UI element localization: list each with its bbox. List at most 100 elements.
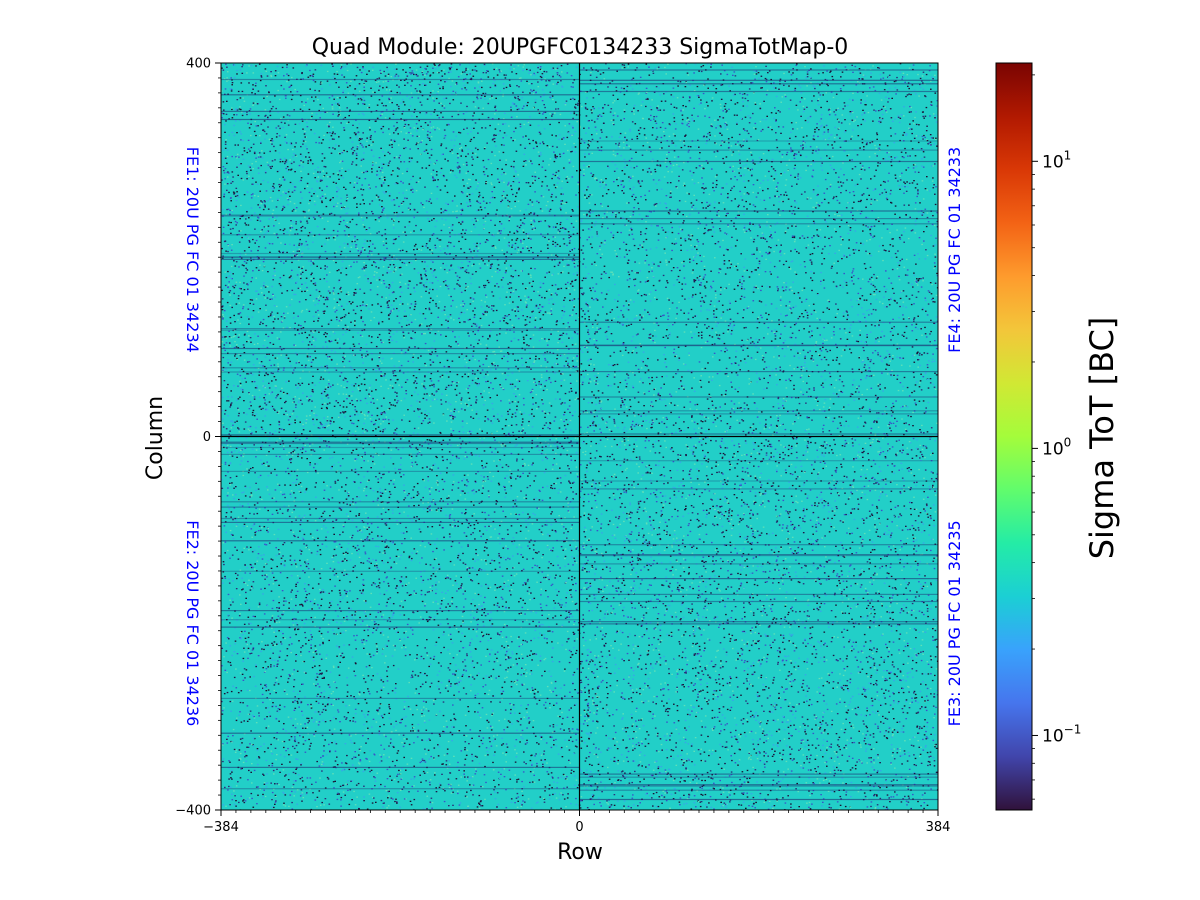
heatmap-cell: [287, 199, 290, 201]
heatmap-cell: [374, 262, 377, 264]
heatmap-cell: [456, 385, 458, 387]
heatmap-cell: [240, 257, 243, 259]
heatmap-cell: [297, 315, 299, 317]
heatmap-cell: [551, 68, 553, 70]
heatmap-cell: [221, 112, 224, 114]
heatmap-cell: [417, 272, 420, 274]
heatmap-cell: [284, 162, 286, 165]
heatmap-cell: [508, 402, 511, 404]
heatmap-cell: [335, 369, 338, 371]
heatmap-cell: [576, 232, 579, 235]
heatmap-cell: [540, 220, 542, 222]
heatmap-cell: [425, 167, 428, 169]
heatmap-cell: [354, 324, 356, 327]
heatmap-cell: [419, 408, 421, 410]
heatmap-cell: [566, 181, 569, 183]
heatmap-cell: [470, 251, 472, 253]
heatmap-cell: [263, 236, 265, 238]
heatmap-cell: [531, 163, 533, 165]
heatmap-cell: [426, 134, 429, 136]
heatmap-cell: [407, 371, 409, 373]
heatmap-cell: [516, 405, 518, 407]
heatmap-cell: [267, 271, 269, 273]
heatmap-cell: [332, 384, 334, 386]
heatmap-cell: [403, 138, 405, 140]
heatmap-cell: [287, 124, 290, 126]
heatmap-cell: [248, 429, 251, 432]
heatmap-cell: [362, 146, 364, 148]
heatmap-cell: [315, 113, 318, 115]
heatmap-cell: [377, 81, 380, 83]
heatmap-cell: [356, 127, 359, 129]
heatmap-cell: [285, 306, 288, 308]
heatmap-cell: [308, 209, 310, 211]
heatmap-cell: [456, 205, 458, 207]
heatmap-cell: [237, 174, 239, 176]
heatmap-cell: [332, 430, 334, 432]
heatmap-cell: [337, 416, 340, 418]
heatmap-cell: [238, 287, 241, 290]
heatmap-cell: [458, 240, 460, 243]
heatmap-cell: [440, 229, 443, 232]
heatmap-cell: [429, 75, 431, 77]
heatmap-cell: [276, 395, 278, 397]
heatmap-cell: [403, 127, 406, 129]
heatmap-cell: [372, 161, 374, 163]
heatmap-cell: [552, 240, 554, 243]
heatmap-cell: [514, 415, 517, 418]
heatmap-cell: [541, 185, 543, 187]
heatmap-cell: [433, 394, 435, 396]
heatmap-cell: [539, 66, 542, 68]
heatmap-cell: [286, 80, 288, 83]
heatmap-cell: [525, 334, 528, 336]
heatmap-cell: [361, 428, 364, 430]
heatmap-cell: [380, 339, 382, 341]
heatmap-cell: [442, 153, 444, 155]
heatmap-cell: [532, 280, 534, 282]
heatmap-cell: [517, 95, 519, 98]
heatmap-cell: [338, 102, 340, 104]
heatmap-cell: [252, 270, 254, 272]
heatmap-cell: [499, 350, 502, 352]
heatmap-cell: [251, 177, 254, 179]
heatmap-cell: [381, 163, 383, 165]
heatmap-cell: [529, 316, 531, 319]
heatmap-cell: [285, 410, 287, 412]
heatmap-cell: [507, 245, 510, 247]
heatmap-cell: [461, 192, 464, 194]
heatmap-cell: [523, 238, 525, 241]
heatmap-cell: [469, 318, 471, 321]
heatmap-cell: [558, 370, 561, 372]
heatmap-cell: [471, 257, 474, 259]
heatmap-cell: [236, 132, 238, 134]
heatmap-cell: [236, 191, 238, 193]
heatmap-cell: [289, 230, 292, 232]
heatmap-cell: [364, 178, 367, 180]
heatmap-cell: [555, 363, 557, 365]
heatmap-cell: [490, 182, 492, 184]
heatmap-cell: [332, 290, 334, 292]
heatmap-cell: [324, 250, 327, 253]
heatmap-cell: [402, 192, 404, 194]
heatmap-cell: [442, 211, 445, 213]
heatmap-cell: [278, 98, 281, 101]
heatmap-cell: [266, 402, 269, 404]
heatmap-cell: [243, 352, 246, 354]
heatmap-cell: [318, 381, 321, 384]
heatmap-cell: [394, 405, 397, 407]
heatmap-cell: [344, 365, 346, 367]
heatmap-cell: [238, 302, 241, 304]
heatmap-cell: [488, 232, 491, 234]
heatmap-cell: [494, 271, 497, 273]
heatmap-cell: [516, 85, 518, 87]
heatmap-cell: [562, 193, 564, 195]
heatmap-cell: [231, 209, 233, 212]
heatmap-cell: [351, 384, 353, 386]
heatmap-cell: [436, 171, 438, 173]
heatmap-cell: [294, 186, 297, 188]
heatmap-cell: [564, 297, 566, 299]
heatmap-cell: [386, 217, 389, 219]
heatmap-cell: [255, 125, 258, 127]
heatmap-cell: [507, 206, 510, 208]
heatmap-cell: [312, 259, 314, 261]
